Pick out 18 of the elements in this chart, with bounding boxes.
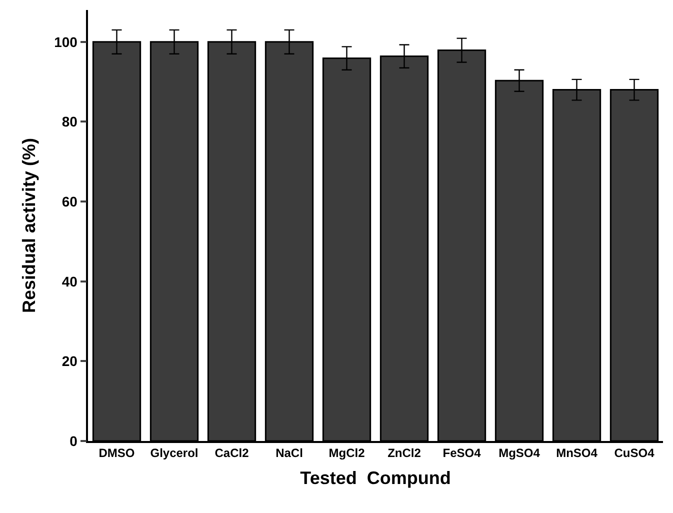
x-tick-label: ZnCl2 bbox=[388, 446, 422, 460]
x-tick-label: MgCl2 bbox=[328, 446, 366, 460]
x-tick-label: CaCl2 bbox=[214, 446, 250, 460]
x-tick-label: NaCl bbox=[276, 446, 303, 460]
x-tick-label: FeSO4 bbox=[442, 446, 482, 460]
x-axis-title: Tested Compund bbox=[300, 468, 451, 488]
y-tick-label: 20 bbox=[62, 353, 78, 370]
x-tick-label: DMSO bbox=[98, 446, 135, 460]
y-tick-label: 80 bbox=[62, 114, 78, 130]
y-tick-label: 40 bbox=[62, 273, 78, 290]
y-tick-label: 100 bbox=[54, 34, 78, 50]
y-tick-label: 0 bbox=[70, 432, 78, 449]
y-axis-title: Residual activity (%) bbox=[18, 138, 39, 314]
x-tick-label: Glycerol bbox=[150, 446, 198, 460]
x-tick-label: MgSO4 bbox=[498, 446, 540, 460]
x-tick-label: MnSO4 bbox=[556, 446, 598, 460]
y-tick-label: 60 bbox=[62, 193, 78, 210]
x-tick-label: CuSO4 bbox=[614, 446, 655, 460]
